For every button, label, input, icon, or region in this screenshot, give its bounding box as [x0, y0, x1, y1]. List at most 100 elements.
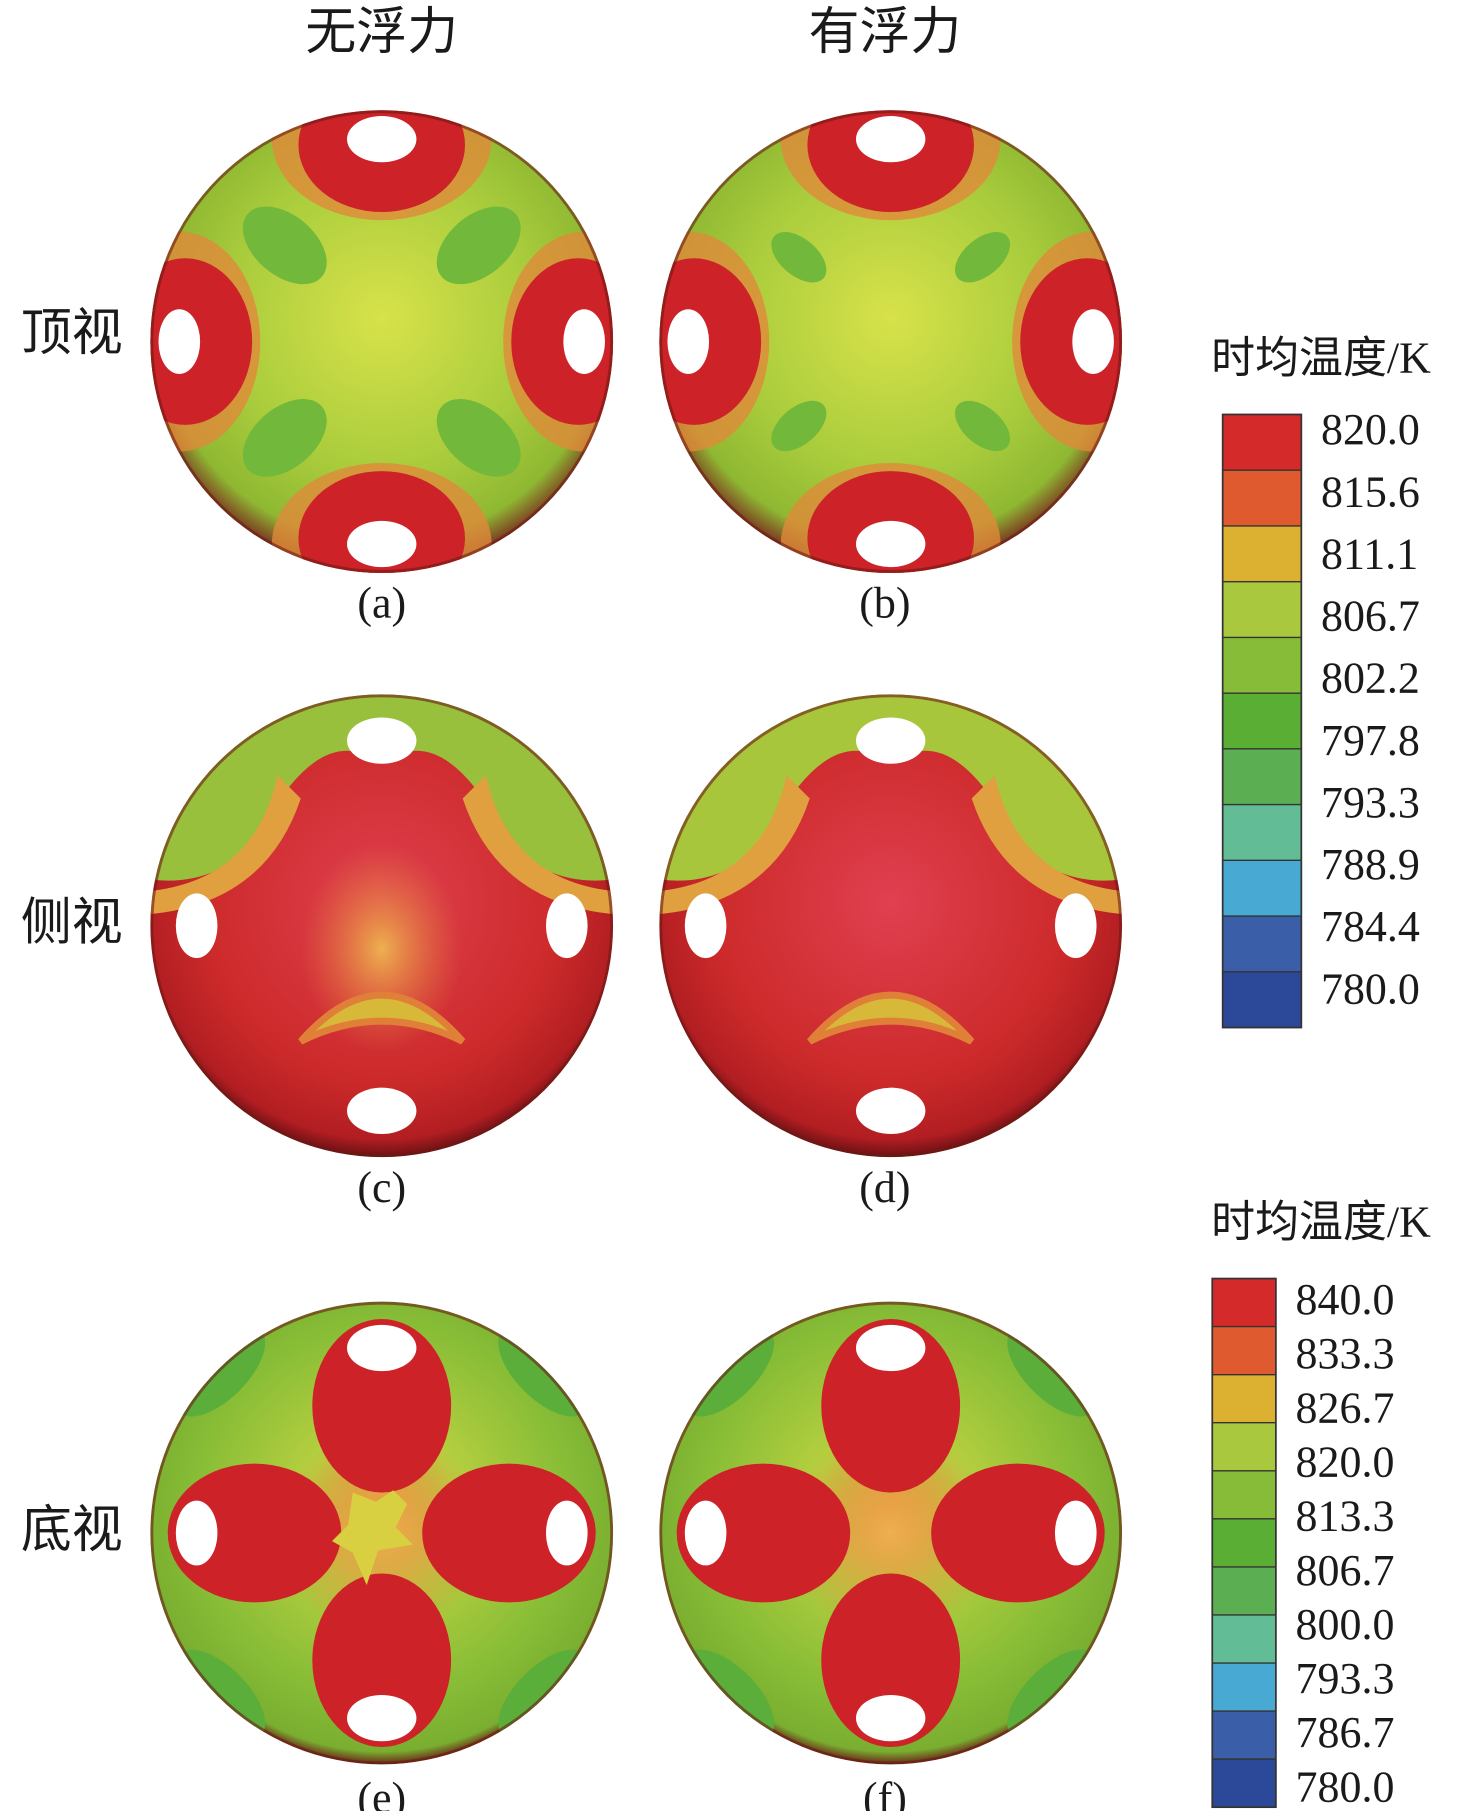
inlet-hole: [855, 1694, 926, 1742]
colorbar-tick-label: 806.7: [1296, 1546, 1395, 1595]
contour-blob: [436, 399, 521, 477]
contour-blob: [955, 400, 1011, 452]
panel-label: (c): [357, 1163, 406, 1212]
contour-blob: [242, 206, 327, 285]
sphere: [659, 1301, 1123, 1765]
colorbar-tick-label: 800.0: [1296, 1600, 1395, 1649]
colorbar-tick-label: 840.0: [1296, 1275, 1395, 1324]
inlet-hole: [347, 717, 417, 764]
colorbar-tick-label: 806.7: [1321, 592, 1420, 641]
contour-blob: [771, 400, 827, 452]
panel-label: (b): [859, 579, 910, 628]
hot-lobe: [821, 1573, 961, 1748]
colorbar-band: [1212, 1422, 1276, 1472]
colorbar-band: [1222, 748, 1302, 806]
colorbar-band: [1222, 470, 1302, 527]
inlet-hole: [855, 1324, 926, 1372]
inlet-hole: [1072, 309, 1114, 374]
inlet-hole: [684, 893, 727, 959]
warm-band: [971, 775, 1123, 915]
colorbar-tick-label: 820.0: [1296, 1437, 1395, 1486]
contour-blob: [242, 399, 327, 477]
hot-lobe: [821, 1319, 961, 1493]
colorbar-band: [1212, 1614, 1276, 1664]
colorbar-band: [1212, 1759, 1276, 1808]
colorbar-tick-label: 780.0: [1296, 1762, 1395, 1811]
colorbar-tick-label: 784.4: [1321, 902, 1420, 951]
inlet-hole: [684, 1500, 727, 1566]
colorbar-tick-label: 815.6: [1321, 467, 1420, 516]
colorbar-title: 时均温度/K: [1211, 1198, 1431, 1247]
colorbar-band: [1212, 1711, 1276, 1760]
sphere-rim: [659, 110, 1123, 573]
inlet-hole: [175, 893, 218, 959]
contour-blob: [771, 232, 827, 283]
colorbar-tick-label: 826.7: [1296, 1383, 1395, 1432]
row-label: 底视: [21, 1503, 123, 1559]
inlet-hole: [545, 1500, 588, 1566]
inlet-hole: [1054, 1500, 1097, 1566]
column-header: 无浮力: [305, 5, 458, 61]
sphere-body: [659, 110, 1123, 573]
cool-region: [659, 694, 1123, 881]
sphere: [150, 110, 614, 573]
panel-label: (e): [357, 1774, 406, 1811]
colorbar-title: 时均温度/K: [1211, 334, 1431, 383]
colorbar-band: [1222, 860, 1302, 917]
colorbar-tick-label: 820.0: [1321, 405, 1420, 454]
panel-label: (d): [859, 1163, 910, 1212]
column-header: 有浮力: [809, 5, 962, 61]
colorbar-band: [1212, 1470, 1276, 1520]
inlet-hole: [563, 309, 605, 374]
hot-lobe: [312, 1573, 452, 1748]
colorbar-tick-label: 793.3: [1296, 1654, 1395, 1703]
colorbar-band: [1212, 1326, 1276, 1376]
inlet-hole: [347, 116, 417, 163]
warm-center: [786, 1428, 995, 1638]
panel-label: (a): [357, 579, 406, 628]
warm-center: [300, 844, 463, 1053]
sphere: [659, 110, 1123, 573]
row-label: 侧视: [21, 896, 123, 952]
inlet-hole: [855, 1087, 926, 1134]
colorbar-band: [1222, 804, 1302, 861]
colorbar-band: [1222, 525, 1302, 583]
warm-arc: [298, 991, 466, 1045]
hot-lobe: [422, 1463, 596, 1603]
colorbar-tick-label: 797.8: [1321, 716, 1420, 765]
sphere-rim: [150, 1301, 614, 1765]
colorbar-band: [1222, 971, 1302, 1029]
inlet-hole: [347, 1087, 417, 1134]
inlet-hole: [158, 309, 201, 374]
warm-spot: [331, 1490, 413, 1586]
inlet-hole: [667, 309, 710, 374]
sphere-rim: [659, 1301, 1123, 1765]
colorbar-tick-label: 786.7: [1296, 1708, 1395, 1757]
panel-label: (f): [863, 1774, 907, 1811]
inlet-hole: [855, 717, 926, 764]
inlet-hole: [347, 520, 417, 568]
inlet-hole: [1054, 893, 1097, 959]
colorbar-band: [1212, 1663, 1276, 1712]
colorbar-tick-label: 802.2: [1321, 654, 1420, 703]
inlet-hole: [545, 893, 588, 959]
sphere: [659, 694, 1123, 1158]
hot-lobe: [312, 1319, 452, 1493]
colorbar-tick-label: 788.9: [1321, 840, 1420, 889]
contour-blob: [955, 232, 1011, 283]
colorbar-frame: [1221, 413, 1303, 1029]
colorbar-band: [1222, 693, 1302, 750]
colorbar-tick-label: 813.3: [1296, 1492, 1395, 1541]
sphere: [150, 1301, 614, 1765]
sphere-rim: [150, 694, 614, 1158]
colorbar-band: [1212, 1374, 1276, 1424]
warm-arc: [807, 991, 975, 1045]
inlet-hole: [855, 520, 926, 568]
sphere-rim: [659, 694, 1123, 1158]
colorbar-band: [1222, 916, 1302, 973]
warm-band: [150, 775, 301, 915]
inlet-hole: [347, 1324, 417, 1372]
